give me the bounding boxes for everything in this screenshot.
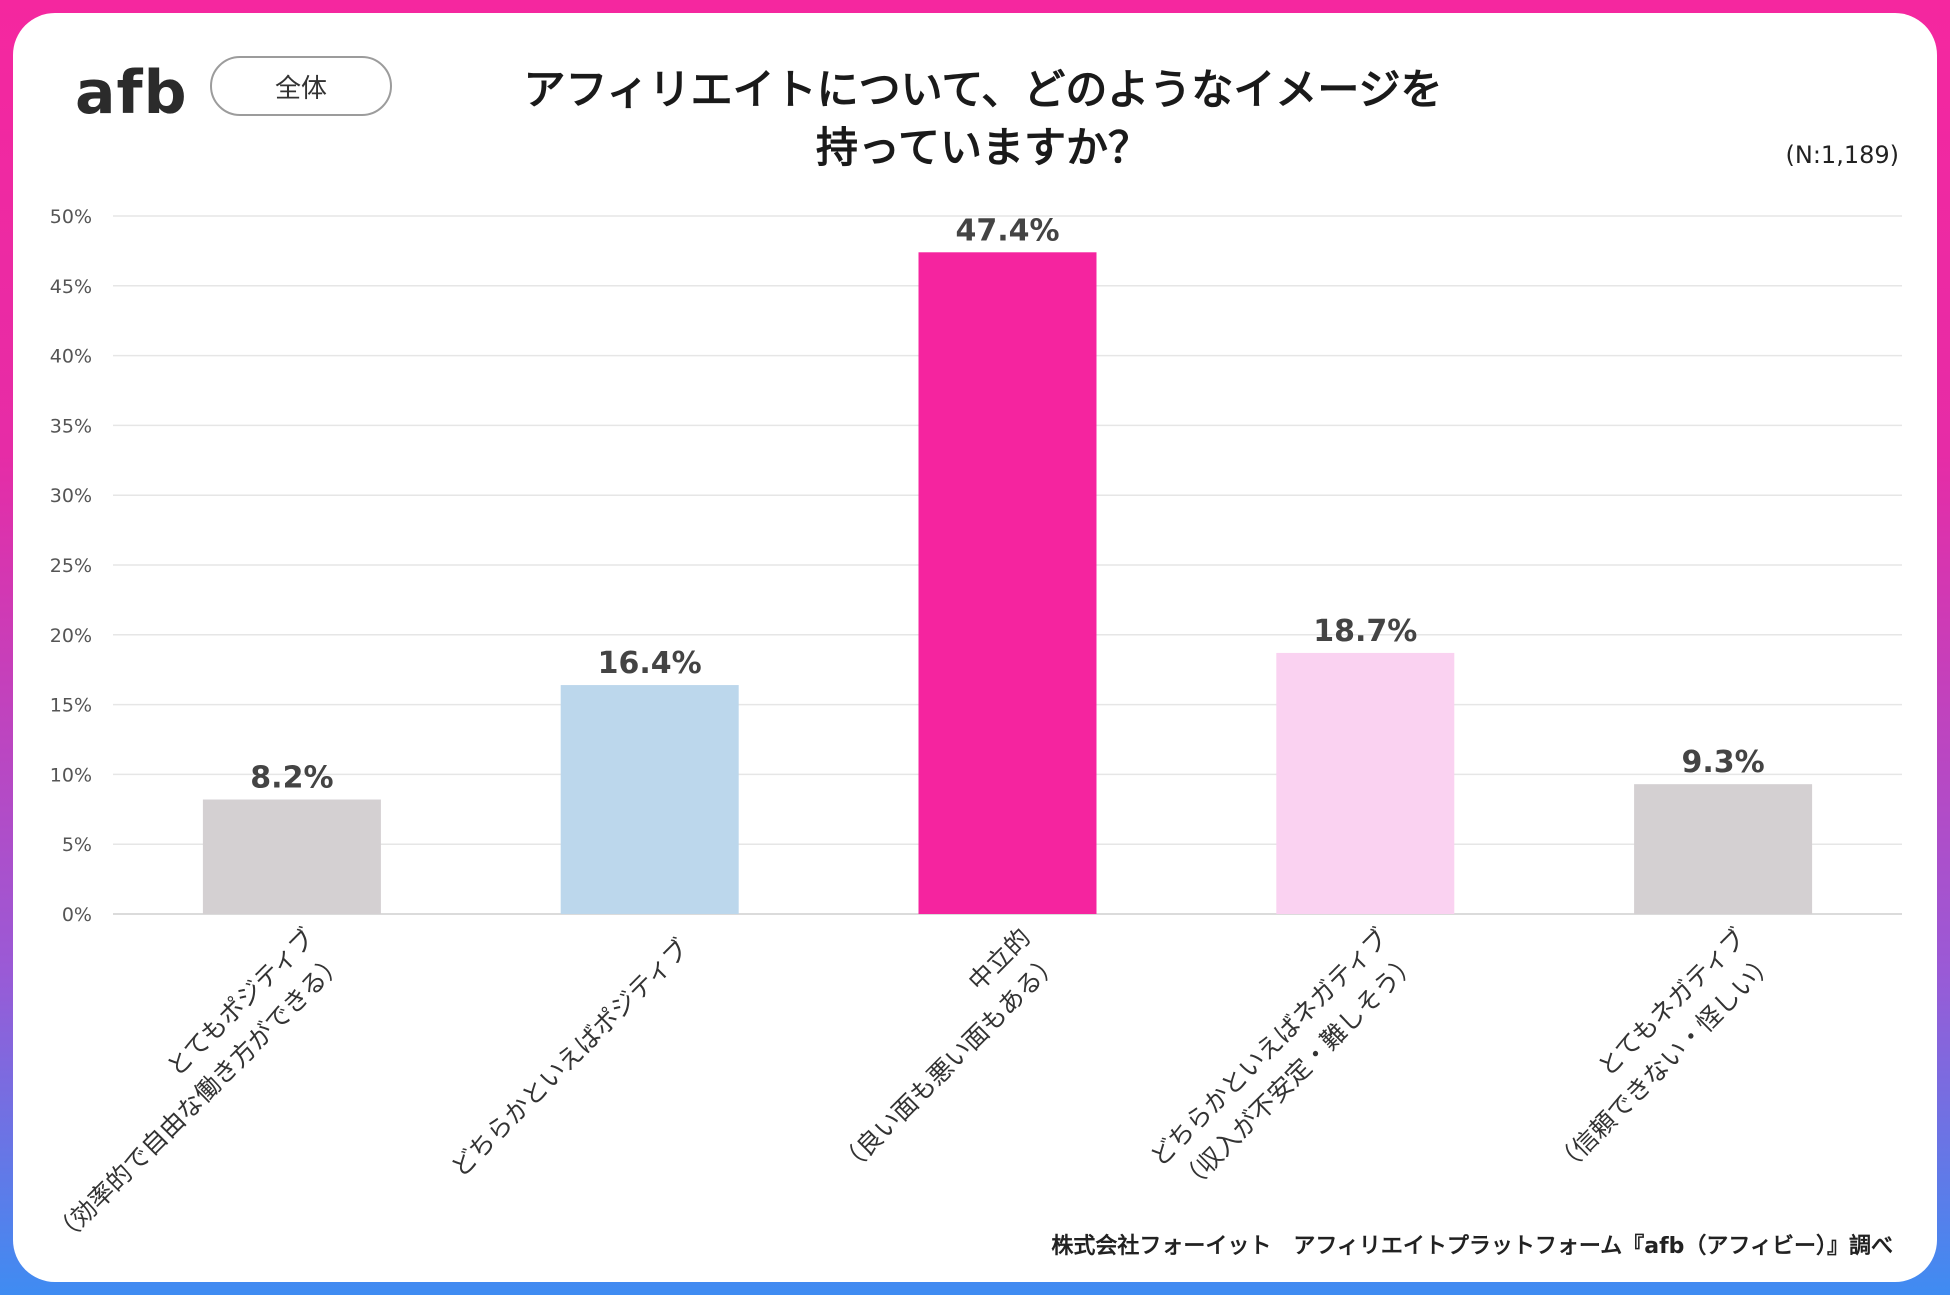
x-category-label: 中立的（良い面も悪い面もある） [833, 923, 1066, 1180]
scope-pill[interactable]: 全体 [210, 56, 392, 116]
data-label: 16.4% [598, 646, 702, 681]
x-tick-label: （信頼できない・怪しい） [1549, 947, 1782, 1180]
x-tick-label: （効率的で自由な働き方ができる） [47, 947, 350, 1250]
chart-title: アフィリエイトについて、どのようなイメージを 持っていますか？ [433, 61, 1533, 177]
x-tick-label: どちらかといえばネガティブ [1145, 923, 1394, 1172]
chart-title-line1: アフィリエイトについて、どのようなイメージを [523, 65, 1443, 114]
bar [560, 685, 739, 914]
chart-card: afb 全体 アフィリエイトについて、どのようなイメージを 持っていますか？ (… [13, 13, 1937, 1282]
x-tick-label: （収入が不安定・難しそう） [1173, 947, 1423, 1197]
y-tick-label: 25% [50, 555, 92, 577]
sample-size-label: (N:1,189) [1785, 141, 1899, 169]
bar [1276, 652, 1455, 914]
afb-logo: afb [75, 63, 188, 123]
source-credit: 株式会社フォーイット アフィリエイトプラットフォーム『afb（アフィビー）』調べ [1051, 1234, 1893, 1259]
y-tick-label: 40% [50, 346, 92, 368]
y-tick-label: 45% [50, 276, 92, 298]
y-tick-label: 5% [62, 834, 92, 856]
y-tick-label: 15% [50, 695, 92, 717]
y-tick-label: 35% [50, 415, 92, 437]
x-category-label: とてもポジティブ（効率的で自由な働き方ができる） [47, 923, 350, 1250]
data-label: 9.3% [1681, 745, 1764, 780]
data-label: 47.4% [955, 213, 1059, 248]
y-tick-label: 30% [50, 485, 92, 507]
data-label: 18.7% [1313, 614, 1417, 649]
y-tick-label: 10% [50, 764, 92, 786]
bar [1634, 784, 1813, 914]
y-tick-label: 20% [50, 625, 92, 647]
x-category-label: どちらかといえばポジティブ [445, 933, 694, 1182]
y-tick-label: 50% [50, 206, 92, 228]
y-tick-label: 0% [62, 904, 92, 926]
x-category-label: どちらかといえばネガティブ（収入が不安定・難しそう） [1145, 923, 1424, 1197]
x-tick-label: どちらかといえばポジティブ [445, 933, 694, 1182]
x-tick-label: （良い面も悪い面もある） [833, 947, 1066, 1180]
bar [202, 799, 381, 914]
x-category-label: とてもネガティブ（信頼できない・怪しい） [1549, 923, 1782, 1180]
data-label: 8.2% [250, 761, 333, 796]
bar [918, 252, 1097, 914]
chart-title-line2: 持っていますか？ [816, 123, 1150, 172]
logo-text: afb [75, 58, 188, 128]
scope-pill-label: 全体 [274, 73, 327, 104]
